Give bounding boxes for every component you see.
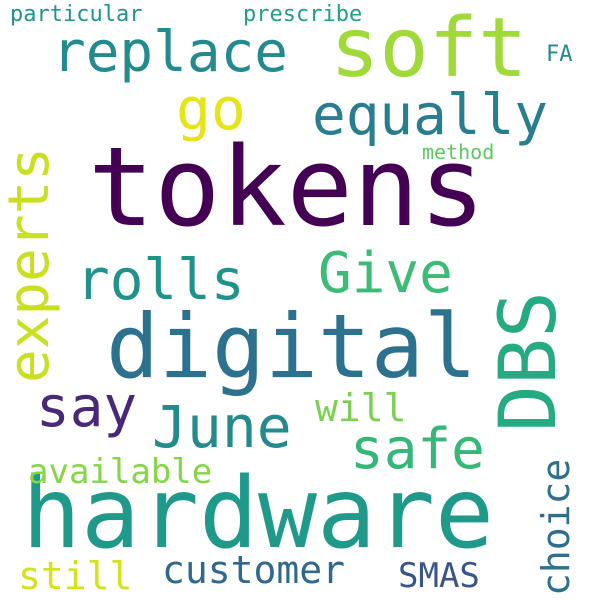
word-choice: choice <box>534 458 578 596</box>
word-smas: SMAS <box>398 556 480 596</box>
word-dbs: DBS <box>484 291 574 432</box>
word-prescribe: prescribe <box>243 2 363 27</box>
word-replace: replace <box>52 20 289 85</box>
word-available: available <box>28 452 213 492</box>
word-experts: experts <box>0 146 62 383</box>
word-still: still <box>18 554 133 598</box>
word-soft: soft <box>330 1 528 96</box>
word-june: June <box>152 393 292 461</box>
word-will: will <box>315 386 407 430</box>
word-digital: digital <box>106 295 477 398</box>
word-safe: safe <box>350 417 485 482</box>
word-particular: particular <box>10 2 143 27</box>
word-rolls: rolls <box>76 248 245 313</box>
word-go: go <box>176 75 246 143</box>
word-give: Give <box>318 241 453 306</box>
word-equally: equally <box>312 83 549 148</box>
word-hardware: hardware <box>22 457 495 571</box>
word-method: method <box>422 140 495 164</box>
word-customer: customer <box>162 548 346 592</box>
word-tokens: tokens <box>88 123 486 251</box>
word-fa: FA <box>546 42 573 67</box>
word-say: say <box>36 375 138 440</box>
